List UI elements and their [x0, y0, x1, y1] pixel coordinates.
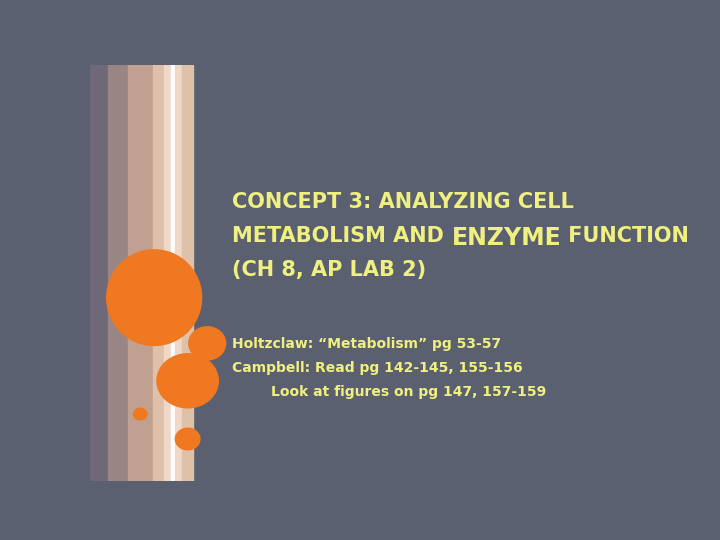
Bar — [90, 65, 109, 481]
Text: (CH 8, AP LAB 2): (CH 8, AP LAB 2) — [233, 260, 426, 280]
Ellipse shape — [176, 428, 200, 450]
Bar — [176, 65, 182, 481]
Text: FUNCTION: FUNCTION — [561, 226, 689, 246]
Bar — [164, 65, 171, 481]
Text: METABOLISM AND: METABOLISM AND — [233, 226, 451, 246]
Ellipse shape — [107, 250, 202, 346]
Ellipse shape — [189, 327, 225, 360]
Text: ENZYME: ENZYME — [451, 226, 561, 249]
Bar — [128, 65, 153, 481]
Bar — [171, 65, 176, 481]
Text: Campbell: Read pg 142-145, 155-156: Campbell: Read pg 142-145, 155-156 — [233, 361, 523, 375]
Bar — [182, 65, 193, 481]
Text: CONCEPT 3: ANALYZING CELL: CONCEPT 3: ANALYZING CELL — [233, 192, 574, 212]
Ellipse shape — [133, 408, 147, 420]
Bar — [153, 65, 164, 481]
Text: Look at figures on pg 147, 157-159: Look at figures on pg 147, 157-159 — [233, 386, 546, 400]
Text: Holtzclaw: “Metabolism” pg 53-57: Holtzclaw: “Metabolism” pg 53-57 — [233, 337, 501, 351]
Ellipse shape — [157, 354, 218, 408]
Bar — [109, 65, 128, 481]
